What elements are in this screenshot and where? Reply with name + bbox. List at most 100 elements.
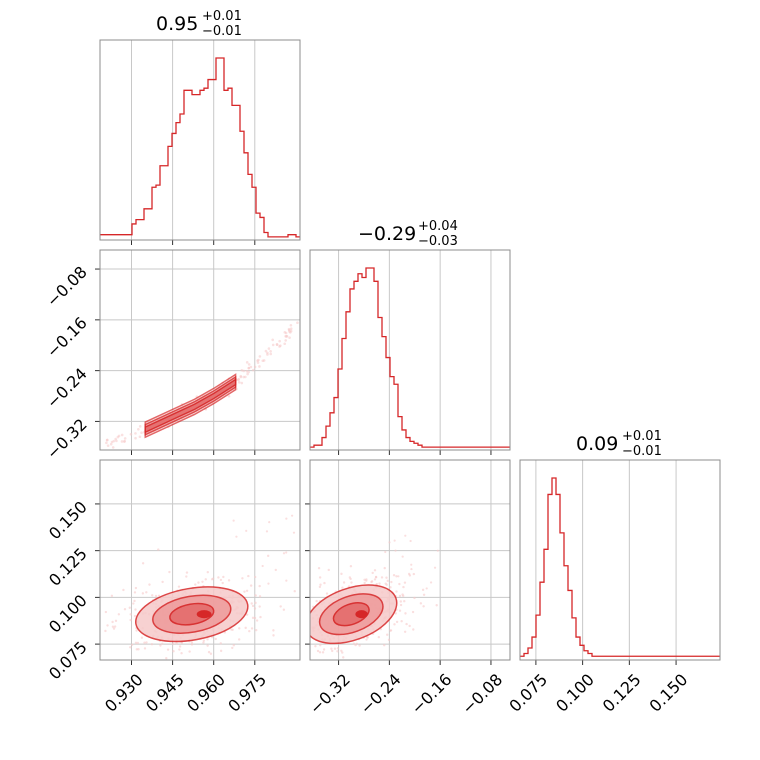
y-tick-label: −0.24 (43, 364, 91, 412)
param-title-p0: 0.95 +0.01−0.01 (156, 9, 242, 39)
sample-point (123, 439, 126, 443)
sample-point (394, 612, 397, 615)
sample-point (283, 342, 287, 346)
sample-point (269, 621, 271, 623)
sample-point (133, 591, 137, 594)
sample-point (151, 594, 154, 597)
title-minus: −0.01 (202, 24, 242, 39)
y-tick-label: 0.100 (45, 591, 91, 637)
sample-point (405, 622, 408, 626)
sample-point (197, 581, 200, 584)
sample-point (190, 641, 194, 644)
hist-panel-p1: −0.29 +0.04−0.03 (309, 219, 511, 455)
sample-point (378, 582, 381, 585)
sample-point (386, 579, 389, 583)
sample-point (258, 365, 261, 368)
density-peak (355, 610, 368, 619)
sample-point (157, 548, 160, 551)
sample-point (83, 636, 85, 638)
sample-point (281, 629, 283, 631)
sample-point (217, 576, 220, 579)
x-tick-label: 0.150 (646, 670, 692, 716)
y-tick-label: −0.16 (43, 313, 91, 361)
sample-point (342, 581, 346, 584)
sample-point (279, 344, 282, 347)
sample-point (227, 579, 231, 582)
sample-point (284, 640, 286, 642)
sample-point (129, 432, 133, 436)
sample-point (340, 572, 343, 576)
sample-point (253, 365, 257, 369)
sample-point (114, 619, 118, 623)
sample-point (143, 647, 147, 650)
sample-point (278, 339, 281, 343)
x-tick-label: −0.24 (357, 670, 405, 718)
title-minus: −0.03 (418, 234, 458, 249)
sample-point (392, 573, 396, 577)
sample-point (137, 428, 140, 431)
sample-point (104, 629, 107, 633)
panel-frame (99, 249, 301, 451)
sample-point (165, 656, 168, 660)
sample-point (371, 571, 374, 575)
sample-point (388, 541, 391, 544)
sample-point (412, 628, 415, 631)
sample-point (251, 368, 255, 372)
sample-point (421, 588, 425, 592)
sample-point (140, 636, 144, 639)
sample-point (161, 580, 164, 584)
sample-point (133, 614, 137, 618)
sample-point (395, 590, 398, 593)
sample-point (301, 630, 303, 632)
sample-point (219, 649, 223, 653)
sample-point (340, 649, 343, 652)
sample-point (136, 641, 140, 645)
sample-point (422, 605, 425, 608)
sample-point (175, 641, 178, 645)
sample-point (404, 534, 407, 537)
title-value: −0.29 (358, 223, 416, 245)
sample-point (322, 648, 326, 651)
sample-point (267, 582, 270, 585)
sample-point (259, 615, 262, 619)
param-title-p1: −0.29 +0.04−0.03 (358, 219, 458, 249)
title-value: 0.95 (156, 13, 198, 35)
sample-point (422, 593, 426, 597)
sample-point (363, 581, 366, 585)
sample-point (143, 641, 146, 644)
sample-point (342, 656, 345, 659)
sample-point (293, 582, 295, 584)
sample-point (129, 618, 132, 622)
sample-point (117, 613, 121, 616)
sample-point (245, 589, 249, 593)
sample-point (318, 585, 322, 589)
sample-point (202, 641, 205, 644)
sample-point (319, 644, 322, 647)
sample-point (401, 593, 404, 596)
sample-point (105, 441, 108, 445)
density-layer (105, 321, 299, 449)
sample-point (380, 576, 384, 579)
panel-frame (99, 39, 301, 241)
sample-point (145, 591, 148, 594)
sample-point (257, 358, 260, 362)
sample-point (288, 336, 291, 339)
sample-point (354, 643, 357, 647)
sample-point (207, 650, 211, 654)
sample-point (109, 442, 113, 446)
sample-point (365, 638, 368, 641)
sample-point (254, 594, 257, 597)
sample-point (111, 620, 114, 624)
sample-point (185, 575, 188, 578)
histogram-step-p2 (520, 477, 720, 657)
sample-point (129, 646, 132, 649)
sample-point (399, 600, 403, 603)
sample-point (221, 581, 224, 585)
sample-point (159, 644, 162, 647)
sample-point (433, 566, 437, 569)
sample-point (250, 602, 253, 605)
sample-point (267, 347, 271, 350)
sample-point (336, 650, 339, 653)
